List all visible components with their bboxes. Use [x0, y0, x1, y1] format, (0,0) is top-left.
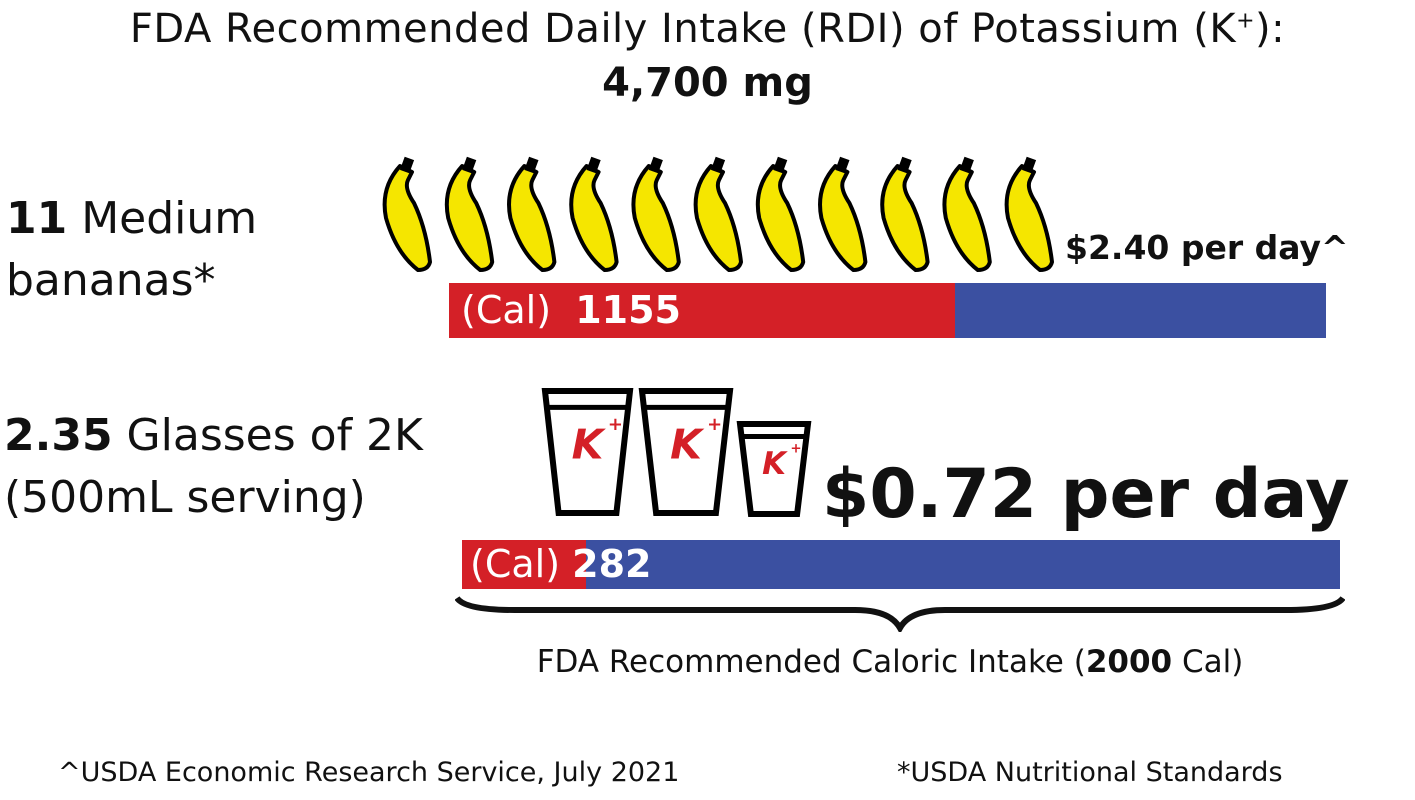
2k-cost: $0.72 per day	[822, 455, 1350, 534]
banana-cost: $2.40 per day^	[1065, 228, 1349, 267]
2k-count: 2.35	[4, 410, 113, 461]
banana-icon	[569, 156, 619, 272]
cal-prefix: (Cal)	[461, 288, 552, 332]
banana-icon	[755, 156, 806, 272]
banana-label-line1: Medium	[67, 193, 258, 244]
footnote-left: ^USDA Economic Research Service, July 20…	[58, 757, 680, 788]
2k-label-line1: Glasses of 2K	[112, 410, 423, 461]
2k-calorie-fill: (Cal) 282	[462, 540, 651, 589]
title-sup: +	[1236, 8, 1256, 34]
k-logo: K	[670, 420, 705, 468]
banana-count: 11	[6, 193, 68, 244]
svg-text:+: +	[608, 414, 623, 435]
banana-calories: 1155	[575, 288, 681, 332]
rdi-value: 4,700 mg	[602, 60, 813, 106]
2k-calorie-bar: (Cal) 282	[462, 540, 1340, 589]
2k-label-line2: (500mL serving)	[4, 472, 366, 523]
chart-title: FDA Recommended Daily Intake (RDI) of Po…	[0, 6, 1415, 52]
banana-icon	[693, 156, 743, 272]
banana-icons	[382, 156, 1054, 272]
banana-icon	[507, 156, 557, 272]
banana-icon	[818, 156, 868, 272]
caloric-prefix: FDA Recommended Caloric Intake (	[536, 644, 1086, 680]
cup-icon: K +	[736, 421, 812, 517]
2k-label: 2.35 Glasses of 2K (500mL serving)	[4, 405, 423, 529]
cup-icon: K +	[638, 388, 734, 516]
banana-label-line2: bananas*	[6, 255, 216, 306]
cup-icon: K +	[541, 388, 634, 516]
cal-prefix: (Cal)	[470, 542, 561, 586]
caloric-suffix: Cal)	[1172, 644, 1244, 680]
2k-calorie-label: (Cal) 282	[462, 540, 651, 589]
k-logo: K	[572, 420, 607, 468]
2k-remaining-fill	[585, 540, 1340, 589]
banana-icon	[444, 156, 495, 272]
banana-remaining-fill	[955, 283, 1326, 338]
caloric-value: 2000	[1085, 644, 1173, 680]
brace	[455, 596, 1345, 632]
banana-icon	[880, 156, 930, 272]
banana-icon	[942, 156, 992, 272]
title-text: FDA Recommended Daily Intake (RDI) of Po…	[129, 6, 1237, 52]
title-suffix: ):	[1255, 6, 1286, 52]
svg-text:+: +	[707, 414, 722, 435]
caloric-intake-label: FDA Recommended Caloric Intake (2000 Cal…	[0, 644, 1415, 680]
banana-icon	[382, 156, 432, 272]
banana-calorie-fill: (Cal) 1155	[449, 283, 956, 338]
banana-calorie-bar: (Cal) 1155	[449, 283, 1326, 338]
cup-icons: K + K + K +	[541, 388, 812, 517]
banana-icon	[1004, 156, 1054, 272]
k-logo: K	[762, 446, 788, 482]
banana-label: 11 Medium bananas*	[6, 188, 257, 312]
banana-icon	[631, 156, 681, 272]
2k-calories: 282	[572, 542, 652, 586]
svg-text:+: +	[790, 442, 801, 457]
footnote-right: *USDA Nutritional Standards	[897, 757, 1283, 788]
banana-calorie-label: (Cal) 1155	[449, 283, 955, 338]
